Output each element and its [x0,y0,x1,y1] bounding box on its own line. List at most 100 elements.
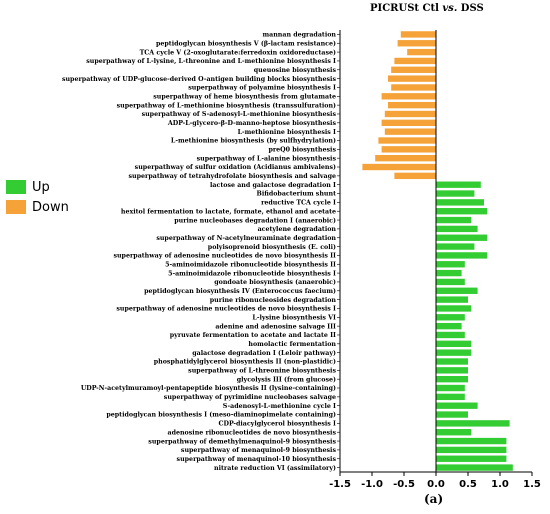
category-label: galactose degradation I (Leloir pathway) [192,350,336,357]
category-label: 5-aminoimidazole ribonucleotide biosynth… [165,261,336,268]
category-label: purine ribonucleosides degradation [210,297,337,304]
bar [436,252,488,259]
bar [436,446,507,454]
bar [381,146,436,153]
bar [436,331,465,339]
category-label: superpathway of menaquinol-9 biosynthesi… [181,447,337,454]
category-label: adenine and adenosine salvage III [215,323,336,330]
bar [388,101,436,109]
bar [436,305,472,312]
category-label: hexitol fermentation to lactate, formate… [121,208,336,215]
panel-label: (a) [424,492,444,506]
category-label: CDP-diacylglycerol biosynthesis I [218,421,336,428]
category-label: superpathway of sulfur oxidation (Acidia… [135,164,336,171]
bar [394,57,436,65]
category-label: preQ0 biosynthesis [268,147,336,154]
bar [436,429,472,436]
bar [436,393,465,401]
category-label: adenosine ribonucleotides de novo biosyn… [167,429,336,436]
x-tick-label: 0.5 [459,479,477,490]
bar [436,402,478,409]
category-label: peptidoglycan biosynthesis IV (Enterococ… [144,288,336,295]
bar [436,199,484,206]
bar [436,314,465,321]
bar [436,437,507,445]
x-tick-label: 1.0 [491,479,509,490]
category-label: TCA cycle V (2-oxoglutarate:ferredoxin o… [140,49,336,56]
category-label: reductive TCA cycle I [261,200,336,207]
bar [436,367,468,374]
category-label: L-methionine biosynthesis I [238,129,336,136]
category-label: peptidoglycan biosynthesis V (β-lactam r… [156,40,336,47]
x-tick-label: -1.5 [329,479,351,490]
bar [436,190,475,197]
category-label: Bifidobacterium shunt [257,191,337,198]
bar [436,181,481,188]
category-label: S-adenosyl-L-methionine cycle I [223,403,336,410]
bar [375,155,436,162]
bar [391,84,436,91]
category-label: purine nucleobases degradation I (anaero… [174,217,336,224]
category-label: L-methionine biosynthesis (by sulfhydryl… [171,138,336,145]
category-label: UDP-N-acetylmuramoyl-pentapeptide biosyn… [81,385,336,392]
bar [384,128,436,135]
bar [407,48,436,56]
legend: Up Down [6,178,69,218]
x-tick-label: 0.0 [427,479,445,490]
category-label: pyruvate fermentation to acetate and lac… [170,332,336,339]
bar [388,75,436,82]
category-label: superpathway of UDP-glucose-derived O-an… [62,76,337,83]
bar [436,411,468,418]
category-label: superpathway of menaquinol-10 biosynthes… [177,456,337,463]
legend-swatch-down [6,200,26,214]
bar [436,296,468,303]
category-label: peptidoglycan biosynthesis I (meso-diami… [106,412,336,419]
bar [400,31,436,38]
bar [397,40,436,47]
bar [436,384,465,392]
bar [436,455,507,462]
bar [391,66,436,73]
bar [384,110,436,118]
category-label: mannan degradation [262,32,336,39]
bar [436,358,468,365]
category-label: superpathway of pyrimidine nucleobases s… [164,394,336,401]
x-tick-label: -0.5 [393,479,415,490]
category-label: phosphatidylglycerol biosynthesis II (no… [154,359,336,366]
legend-label-down: Down [32,199,69,215]
chart-title: PICRUSt Ctl vs. DSS [370,3,484,14]
category-label: homolactic fermentation [248,341,336,348]
bar [381,119,436,126]
category-label: superpathway of L-threonine biosynthesis [188,368,336,375]
category-label: superpathway of demethylmenaquinol-9 bio… [148,438,336,445]
category-label: gondoate biosynthesis (anaerobic) [214,279,336,286]
category-label: polyisoprenoid biosynthesis (E. coli) [208,244,336,251]
legend-label-up: Up [32,179,50,195]
category-label: ADP-L-glycero-β-D-manno-heptose biosynth… [167,120,337,127]
bar [394,172,436,180]
bar [436,208,488,215]
category-label: 5-aminoimidazole ribonucleotide biosynth… [168,270,336,277]
bar [362,163,436,171]
bar [436,278,465,286]
bar [436,225,478,233]
category-label: superpathway of heme biosynthesis from g… [153,94,336,101]
category-label: superpathway of tetrahydrofolate biosynt… [128,173,336,180]
bar [436,420,510,427]
category-label: L-lysine biosynthesis VI [252,315,336,322]
category-label: nitrate reduction VI (assimilatory) [214,465,336,472]
bar [436,261,465,268]
category-label: lactose and galactose degradation I [210,182,336,189]
bar [436,322,462,330]
bar [436,269,462,277]
category-label: superpathway of adenosine nucleotides de… [113,253,336,260]
category-label: superpathway of polyamine biosynthesis I [188,85,336,92]
bar [381,93,436,100]
legend-item-down: Down [6,198,69,216]
bar [436,376,468,383]
legend-swatch-up [6,180,26,194]
bar [436,287,478,294]
category-label: glycolysis III (from glucose) [237,376,336,383]
bar [436,340,472,347]
